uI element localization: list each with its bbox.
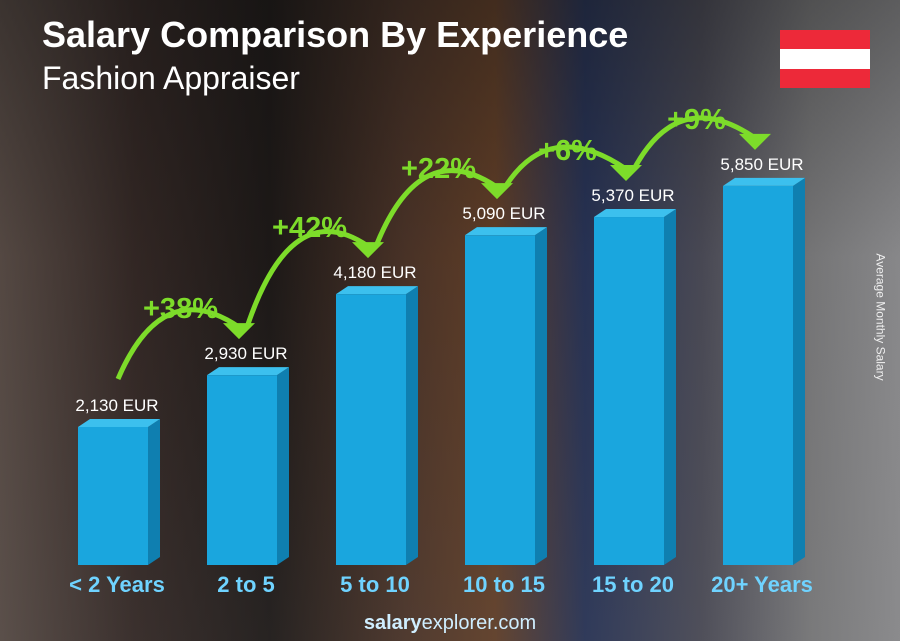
brand-tld: .com: [492, 612, 537, 634]
category-label: 20+ Years: [711, 572, 813, 597]
bar-top: [207, 367, 289, 376]
bar: [336, 294, 406, 565]
increase-label: +6%: [538, 135, 597, 167]
bar-side: [148, 418, 160, 565]
increase-arrow: [244, 229, 370, 328]
brand-rest: explorer: [421, 612, 493, 634]
bar-side: [664, 209, 676, 566]
category-label: 10 to 15: [463, 572, 545, 597]
arrow-head: [223, 323, 255, 340]
bar: [723, 185, 793, 566]
bar-top: [465, 227, 547, 236]
arrow-head: [739, 133, 771, 150]
chart-subtitle: Fashion Appraiser: [42, 60, 300, 96]
chart-title: Salary Comparison By Experience: [42, 14, 629, 55]
increase-arrow: [115, 307, 241, 380]
category-label: 15 to 20: [592, 572, 674, 597]
value-label: 5,850 EUR: [720, 155, 803, 174]
increase-arrow: [502, 144, 628, 189]
category-label: < 2 Years: [69, 572, 165, 597]
bar-top: [336, 286, 418, 295]
increase-label: +9%: [667, 104, 726, 136]
increase-label: +42%: [272, 212, 347, 244]
value-label: 2,930 EUR: [204, 344, 287, 363]
value-label: 4,180 EUR: [333, 263, 416, 282]
footer-brand: salaryexplorer.com: [0, 612, 900, 635]
increase-label: +22%: [401, 153, 476, 185]
increase-arrow: [631, 115, 757, 171]
brand-bold: salary: [363, 612, 422, 634]
bar-side: [277, 367, 289, 565]
value-label: 5,370 EUR: [591, 186, 674, 205]
bar-top: [723, 177, 805, 186]
value-label: 2,130 EUR: [75, 396, 158, 415]
bar-side: [535, 227, 547, 565]
bar-top: [78, 418, 160, 427]
bar: [594, 217, 664, 566]
bar-side: [793, 177, 805, 566]
bar: [207, 375, 277, 565]
increase-arrow: [373, 168, 499, 248]
bar: [78, 426, 148, 565]
bar-top: [594, 209, 676, 218]
austria-flag: [780, 30, 870, 88]
category-label: 5 to 10: [340, 572, 410, 597]
bar: [465, 235, 535, 565]
increase-label: +38%: [143, 293, 218, 325]
category-label: 2 to 5: [217, 572, 274, 597]
bar-side: [406, 286, 418, 565]
value-label: 5,090 EUR: [462, 204, 545, 223]
